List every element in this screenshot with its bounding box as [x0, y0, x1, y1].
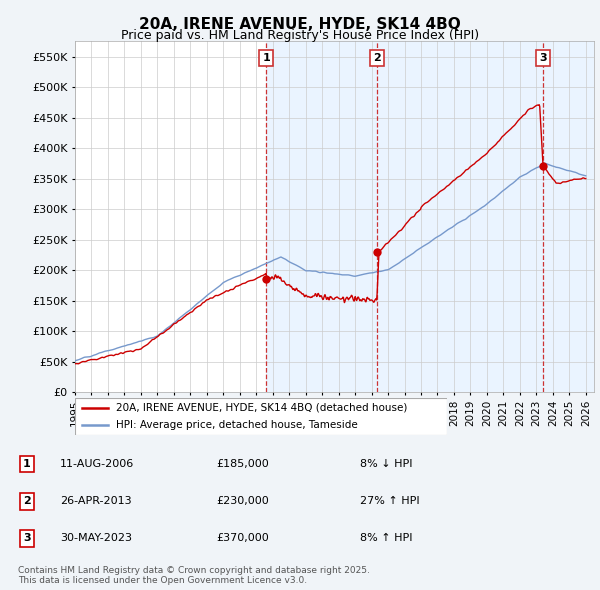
FancyBboxPatch shape [75, 398, 447, 435]
Text: 8% ↑ HPI: 8% ↑ HPI [360, 533, 413, 543]
Text: 3: 3 [23, 533, 31, 543]
Bar [377, 41, 543, 392]
Text: 3: 3 [539, 53, 547, 63]
Text: Price paid vs. HM Land Registry's House Price Index (HPI): Price paid vs. HM Land Registry's House … [121, 30, 479, 42]
Text: 11-AUG-2006: 11-AUG-2006 [60, 459, 134, 469]
Text: 27% ↑ HPI: 27% ↑ HPI [360, 496, 419, 506]
Text: 20A, IRENE AVENUE, HYDE, SK14 4BQ (detached house): 20A, IRENE AVENUE, HYDE, SK14 4BQ (detac… [116, 403, 407, 413]
Bar [543, 41, 594, 392]
Text: 30-MAY-2023: 30-MAY-2023 [60, 533, 132, 543]
Text: 26-APR-2013: 26-APR-2013 [60, 496, 131, 506]
Text: 2: 2 [23, 496, 31, 506]
Text: £370,000: £370,000 [216, 533, 269, 543]
Text: HPI: Average price, detached house, Tameside: HPI: Average price, detached house, Tame… [116, 420, 358, 430]
Text: £185,000: £185,000 [216, 459, 269, 469]
Text: Contains HM Land Registry data © Crown copyright and database right 2025.
This d: Contains HM Land Registry data © Crown c… [18, 566, 370, 585]
Text: £230,000: £230,000 [216, 496, 269, 506]
Text: 20A, IRENE AVENUE, HYDE, SK14 4BQ: 20A, IRENE AVENUE, HYDE, SK14 4BQ [139, 17, 461, 31]
Bar [266, 41, 377, 392]
Text: 8% ↓ HPI: 8% ↓ HPI [360, 459, 413, 469]
Text: 1: 1 [23, 459, 31, 469]
Text: 1: 1 [262, 53, 270, 63]
Text: 2: 2 [373, 53, 381, 63]
